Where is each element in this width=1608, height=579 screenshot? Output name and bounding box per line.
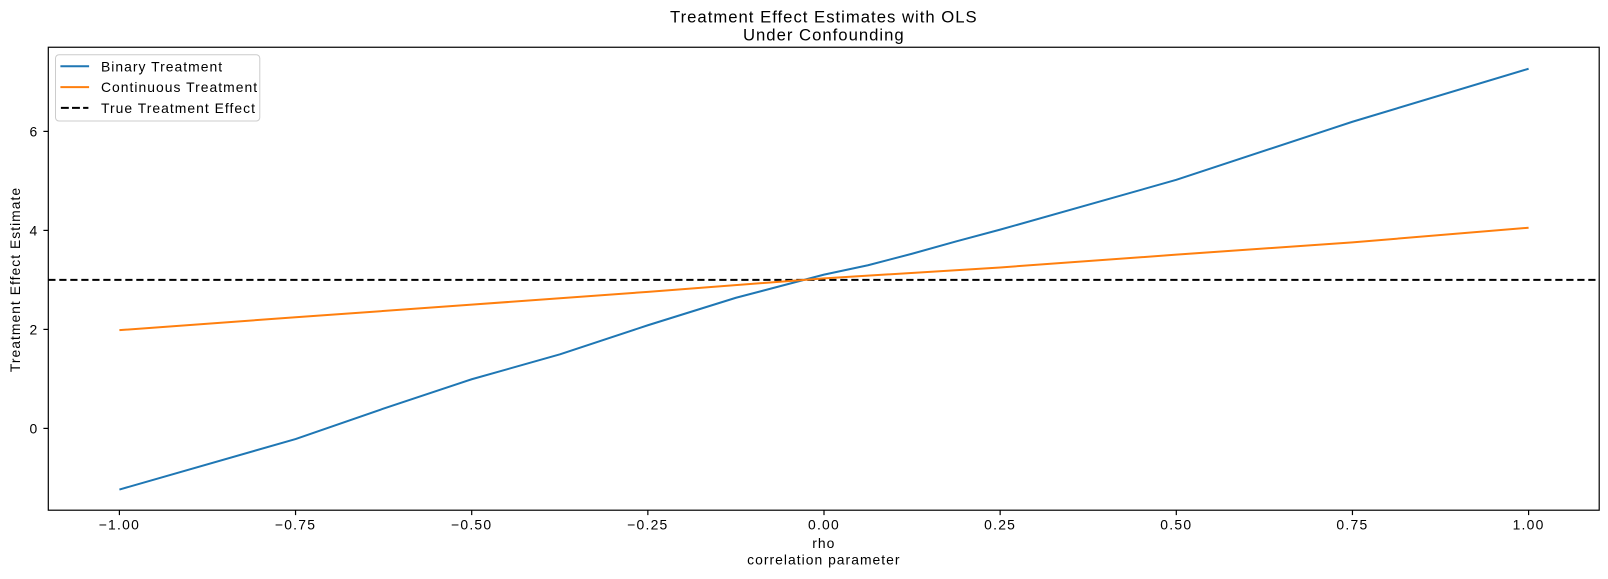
svg-text:Continuous Treatment: Continuous Treatment — [101, 79, 258, 95]
svg-text:Treatment Effect Estimate: Treatment Effect Estimate — [7, 187, 23, 372]
svg-text:−1.00: −1.00 — [99, 516, 140, 532]
svg-text:0.00: 0.00 — [808, 516, 840, 532]
svg-text:0: 0 — [30, 420, 39, 436]
svg-text:0.25: 0.25 — [984, 516, 1016, 532]
svg-text:4: 4 — [30, 222, 39, 238]
svg-text:2: 2 — [30, 321, 39, 337]
svg-text:rho: rho — [812, 535, 835, 551]
svg-text:−0.25: −0.25 — [627, 516, 668, 532]
svg-text:6: 6 — [30, 123, 39, 139]
svg-text:Under Confounding: Under Confounding — [743, 26, 905, 45]
svg-text:Binary Treatment: Binary Treatment — [101, 58, 223, 74]
svg-text:1.00: 1.00 — [1513, 516, 1545, 532]
svg-text:0.75: 0.75 — [1336, 516, 1368, 532]
svg-text:correlation parameter: correlation parameter — [747, 551, 900, 567]
svg-text:True Treatment Effect: True Treatment Effect — [101, 100, 256, 116]
svg-text:Treatment Effect Estimates wit: Treatment Effect Estimates with OLS — [670, 8, 978, 27]
svg-text:0.50: 0.50 — [1160, 516, 1192, 532]
svg-text:−0.50: −0.50 — [451, 516, 492, 532]
svg-text:−0.75: −0.75 — [275, 516, 316, 532]
